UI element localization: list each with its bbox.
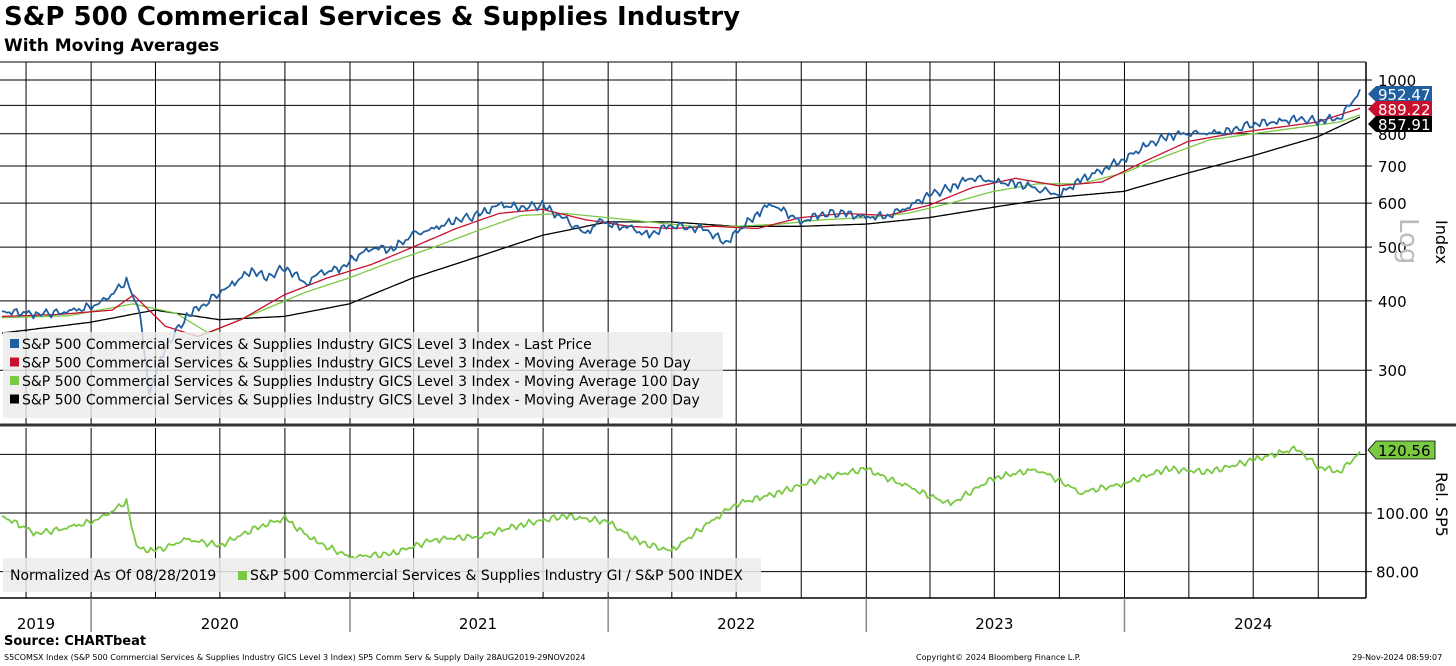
last-value-label: 120.56	[1378, 442, 1431, 460]
legend-label: S&P 500 Commercial Services & Supplies I…	[250, 568, 743, 584]
y-tick-label: 700	[1378, 158, 1407, 176]
last-value-label: 889.22	[1378, 101, 1431, 119]
y-tick-label: 600	[1378, 195, 1407, 213]
legend-swatch	[10, 339, 19, 348]
legend-swatch	[10, 357, 19, 367]
x-tick-label: 2024	[1234, 615, 1272, 633]
last-value-tag: 120.56	[1367, 440, 1436, 460]
y-tick-label: 1000	[1378, 72, 1416, 90]
last-value-tag-shape	[1368, 116, 1432, 132]
legend-label: S&P 500 Commercial Services & Supplies I…	[22, 356, 691, 372]
series-line	[1, 445, 1361, 561]
scale-label: Log	[1393, 218, 1423, 264]
chart-subtitle: With Moving Averages	[4, 36, 220, 56]
y-axis-title: Rel. SP5	[1432, 472, 1451, 537]
legend-note: Normalized As Of 08/28/2019	[10, 568, 216, 584]
x-tick-label: 2019	[17, 615, 55, 633]
series-line	[1, 107, 1361, 338]
y-tick-label: 100.00	[1376, 505, 1429, 523]
footer-description: S5COMSX Index (S&P 500 Commercial Servic…	[4, 653, 586, 662]
x-tick-label: 2020	[201, 615, 239, 633]
x-tick-label: 2023	[975, 615, 1013, 633]
legend-label: S&P 500 Commercial Services & Supplies I…	[22, 374, 700, 390]
y-axis-title: Index	[1432, 220, 1451, 264]
chart-title: S&P 500 Commerical Services & Supplies I…	[4, 2, 741, 32]
last-value-tag-shape	[1367, 440, 1436, 460]
last-value-label: 857.91	[1378, 116, 1431, 134]
legend-swatch	[10, 376, 19, 385]
legend-swatch	[238, 571, 247, 580]
series-line	[1, 88, 1361, 396]
y-tick-label: 400	[1378, 293, 1407, 311]
x-tick-label: 2021	[459, 615, 497, 633]
x-tick-label: 2022	[717, 615, 755, 633]
legend-label: S&P 500 Commercial Services & Supplies I…	[22, 393, 700, 409]
source-label: Source: CHARTbeat	[4, 634, 147, 649]
legend-box	[3, 332, 723, 418]
last-value-tag-shape	[1368, 86, 1432, 102]
y-tick-label: 300	[1378, 362, 1407, 380]
last-value-tag: 889.22	[1368, 101, 1432, 119]
legend-label: S&P 500 Commercial Services & Supplies I…	[22, 337, 592, 353]
last-value-tag: 952.47	[1368, 86, 1432, 104]
footer-copyright: Copyright© 2024 Bloomberg Finance L.P.	[916, 653, 1081, 662]
footer-timestamp: 29-Nov-2024 08:59:07	[1352, 653, 1443, 662]
legend-box	[3, 558, 761, 592]
y-tick-label: 80.00	[1376, 564, 1419, 582]
y-tick-label: 500	[1378, 239, 1407, 257]
legend-swatch	[10, 394, 19, 404]
last-value-tag-shape	[1368, 101, 1432, 117]
last-value-tag: 857.91	[1368, 116, 1432, 134]
last-value-label: 952.47	[1378, 86, 1431, 104]
